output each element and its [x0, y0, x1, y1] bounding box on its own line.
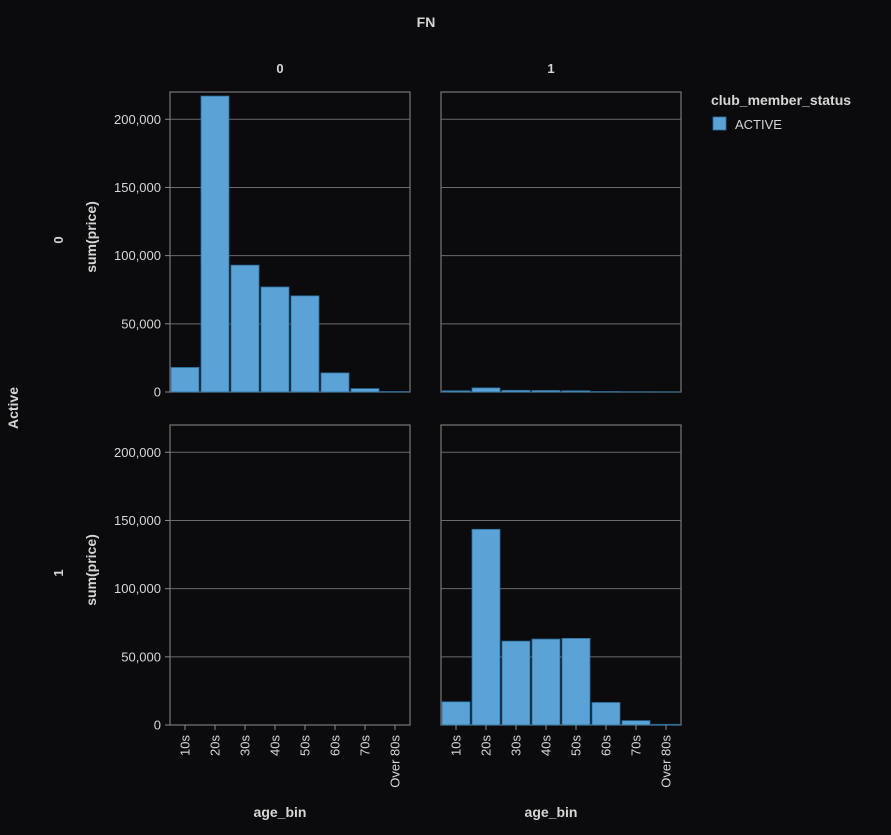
x-tick-label: Over 80s	[388, 735, 403, 788]
y-tick-label: 150,000	[114, 513, 161, 528]
x-axis-title: age_bin	[254, 804, 307, 820]
y-axis-title: sum(price)	[83, 534, 99, 606]
y-axis-title: sum(price)	[83, 201, 99, 273]
x-tick-label: 30s	[509, 735, 524, 756]
x-tick-label: 40s	[539, 735, 554, 756]
x-tick-label: 10s	[449, 735, 464, 756]
panel-frame	[169, 424, 411, 726]
y-tick-label: 100,000	[114, 581, 161, 596]
row-header-1: 1	[51, 569, 66, 576]
bar-10s	[441, 701, 471, 726]
y-tick-label: 0	[154, 385, 161, 400]
x-tick-label: 50s	[569, 735, 584, 756]
bar-20s	[471, 528, 501, 726]
bar-60s	[320, 372, 350, 393]
bar-10s	[441, 390, 471, 393]
legend-label: ACTIVE	[735, 117, 782, 132]
panel-frame	[440, 91, 682, 393]
x-tick-label: 50s	[298, 735, 313, 756]
bar-50s	[561, 638, 591, 726]
bar-50s	[290, 295, 320, 393]
x-tick-label: 10s	[178, 735, 193, 756]
bar-20s	[200, 95, 230, 393]
panel-frame	[440, 424, 682, 726]
y-tick-label: 100,000	[114, 248, 161, 263]
y-tick-label: 200,000	[114, 445, 161, 460]
bar-30s	[501, 640, 531, 726]
x-tick-label: Over 80s	[659, 735, 674, 788]
x-tick-label: 60s	[328, 735, 343, 756]
chart-title: FN	[417, 14, 436, 30]
bar-60s	[591, 702, 621, 726]
x-tick-label: 70s	[358, 735, 373, 756]
y-tick-label: 200,000	[114, 112, 161, 127]
panel-frame	[169, 91, 411, 393]
legend-swatch	[712, 116, 727, 131]
bar-30s	[230, 264, 260, 393]
x-axis-title: age_bin	[525, 804, 578, 820]
bar-40s	[531, 638, 561, 726]
bar-over-80s	[651, 723, 681, 726]
x-tick-label: 20s	[479, 735, 494, 756]
y-tick-label: 150,000	[114, 180, 161, 195]
bar-50s	[561, 390, 591, 393]
row-field-title: Active	[5, 387, 21, 429]
y-tick-label: 50,000	[121, 649, 161, 664]
column-header-1: 1	[547, 61, 554, 76]
bar-10s	[170, 367, 200, 393]
legend-title: club_member_status	[711, 92, 851, 108]
x-tick-label: 40s	[268, 735, 283, 756]
y-tick-label: 0	[154, 718, 161, 733]
bar-70s	[621, 720, 651, 726]
bar-70s	[350, 388, 380, 393]
y-tick-label: 50,000	[121, 316, 161, 331]
x-tick-label: 70s	[629, 735, 644, 756]
x-tick-label: 60s	[599, 735, 614, 756]
column-header-0: 0	[276, 61, 283, 76]
bar-20s	[471, 387, 501, 393]
bar-40s	[260, 286, 290, 393]
bar-40s	[531, 390, 561, 393]
row-header-0: 0	[51, 236, 66, 243]
bar-30s	[501, 389, 531, 393]
x-tick-label: 30s	[238, 735, 253, 756]
x-tick-label: 20s	[208, 735, 223, 756]
